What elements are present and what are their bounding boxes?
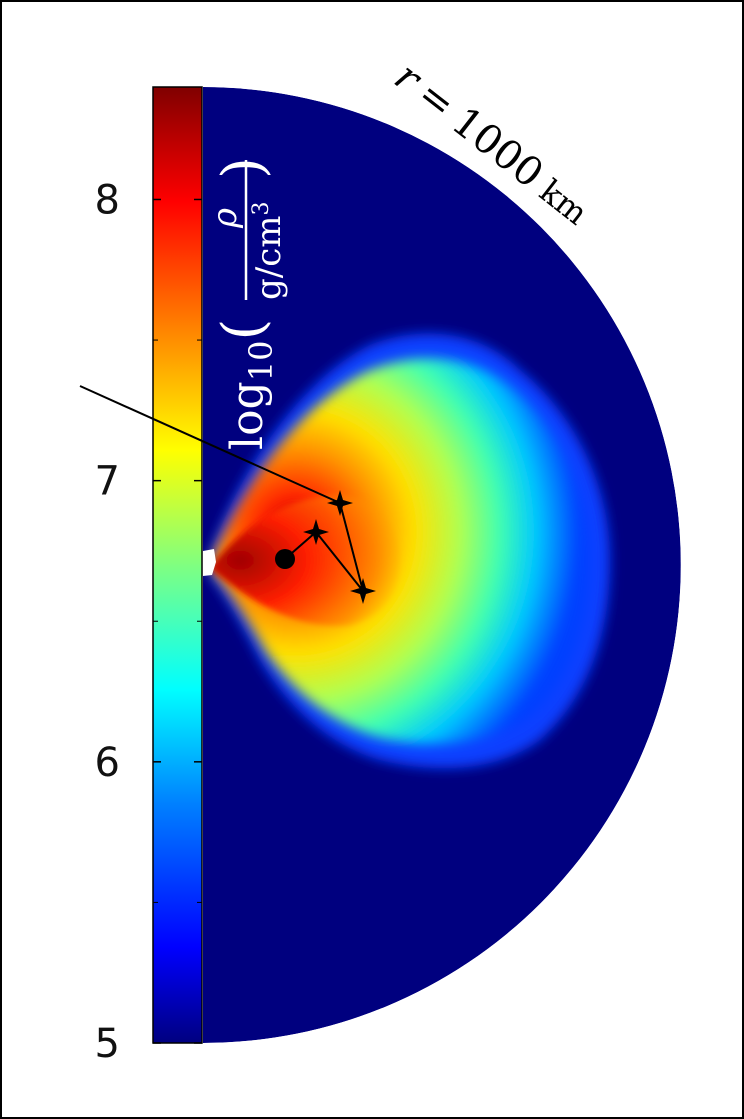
trajectory-segment <box>315 531 364 592</box>
density-field <box>203 87 681 1043</box>
colorbar-title-numerator: ρ <box>205 208 245 229</box>
trajectory-markers <box>275 490 376 604</box>
plume-main <box>212 358 590 745</box>
trajectory-segment-inflow <box>79 385 341 504</box>
colorbar-title: log10() <box>211 157 280 450</box>
colorbar-tick-label: 7 <box>95 459 120 505</box>
colorbar-tick-label: 5 <box>95 1021 120 1067</box>
colorbar-tick-label: 8 <box>95 177 120 223</box>
trajectory-segment <box>339 502 364 592</box>
colorbar-title-denominator: g/cm3 <box>249 201 289 300</box>
trajectory-start-marker <box>275 549 295 569</box>
trajectory-star-marker <box>350 578 376 604</box>
colorbar-ticks <box>153 198 202 1044</box>
trajectory-star-marker <box>303 519 329 545</box>
central-object <box>203 549 216 576</box>
colorbar <box>152 86 203 1044</box>
trajectory-star-marker <box>327 490 353 516</box>
colorbar-tick-label: 6 <box>95 740 120 786</box>
plume-core <box>212 494 401 626</box>
colorbar-tick-labels: 8 7 6 5 <box>95 177 120 1067</box>
